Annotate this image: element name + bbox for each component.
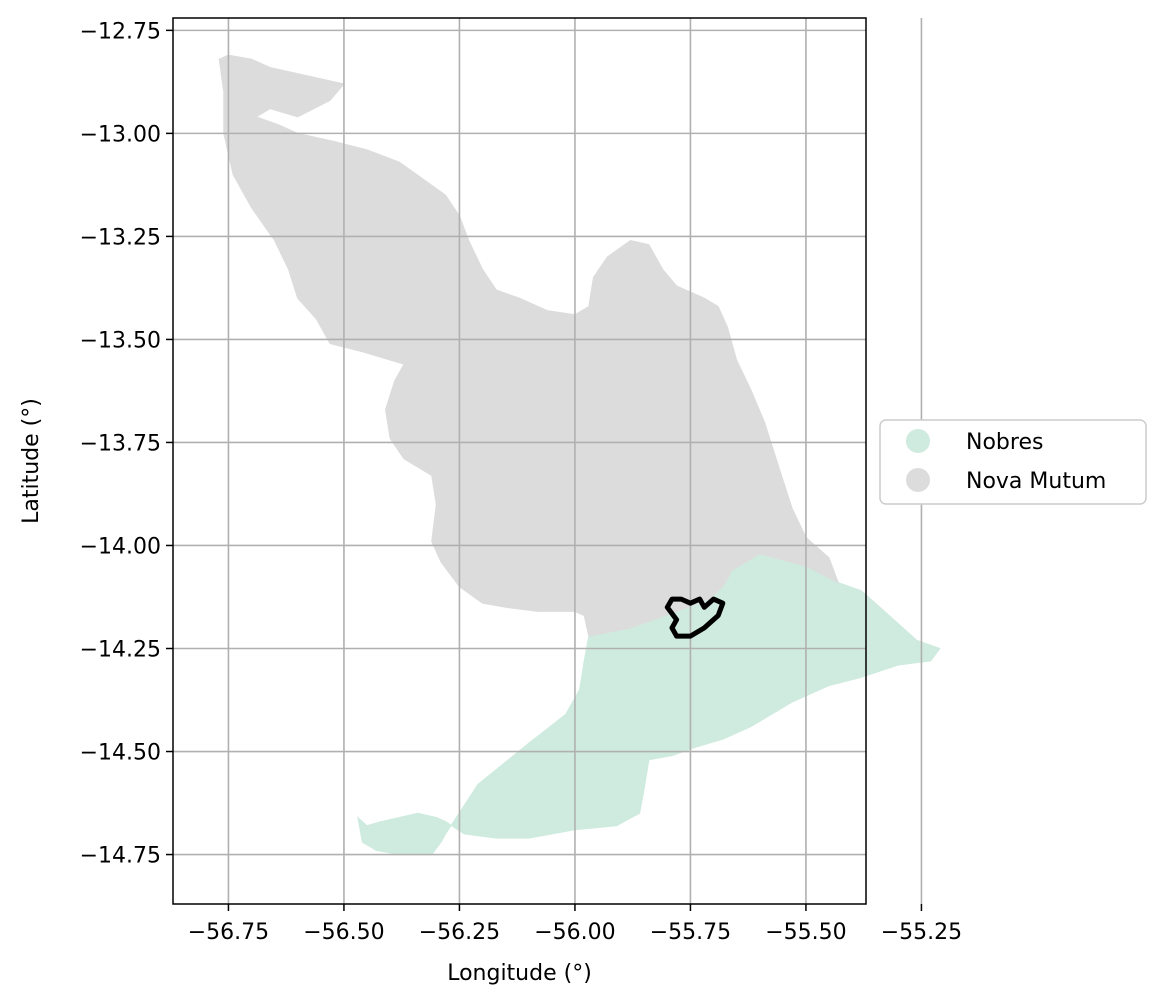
y-axis-ticks: −12.75 −13.00 −13.25 −13.50 −13.75 −14.00 −14.… <box>80 19 173 869</box>
x-axis-label: Longitude (°) <box>447 961 592 986</box>
highlight-outline <box>664 596 726 639</box>
plot-area <box>172 17 941 905</box>
legend-label-nobres: Nobres <box>966 430 1043 455</box>
y-tick-label: −14.25 <box>80 638 161 663</box>
legend-box <box>879 419 1147 505</box>
x-tick-label: −56.50 <box>303 920 384 945</box>
legend-marker-nobres <box>906 429 930 453</box>
legend-label-nova-mutum: Nova Mutum <box>966 469 1106 494</box>
y-tick-label: −14.75 <box>80 844 161 869</box>
x-tick-label: −56.00 <box>534 920 615 945</box>
y-axis-label: Latitude (°) <box>19 398 44 524</box>
plot-frame <box>172 17 867 905</box>
legend: Nobres Nova Mutum <box>879 419 1147 505</box>
y-tick-label: −13.50 <box>80 328 161 353</box>
x-tick-label: −55.25 <box>881 920 962 945</box>
x-tick-label: −55.75 <box>650 920 731 945</box>
y-tick-label: −13.75 <box>80 431 161 456</box>
region-layer <box>218 54 941 855</box>
y-tick-label: −14.00 <box>80 534 161 559</box>
y-tick-label: −12.75 <box>80 19 161 44</box>
x-tick-label: −55.50 <box>765 920 846 945</box>
x-tick-label: −56.25 <box>419 920 500 945</box>
legend-marker-nova-mutum <box>906 468 930 492</box>
y-tick-label: −13.00 <box>80 122 161 147</box>
y-tick-label: −14.50 <box>80 741 161 766</box>
x-axis-ticks: −56.75 −56.50 −56.25 −56.00 −55.75 −55.50 −55.… <box>188 904 962 945</box>
x-tick-label: −56.75 <box>188 920 269 945</box>
y-tick-label: −13.25 <box>80 225 161 250</box>
region-nova-mutum <box>218 54 840 637</box>
